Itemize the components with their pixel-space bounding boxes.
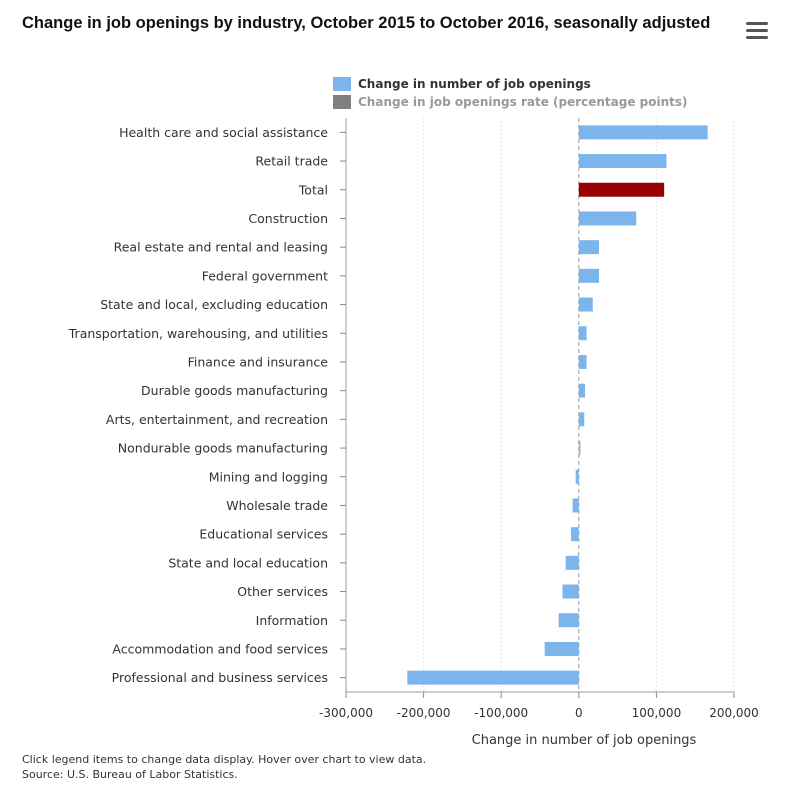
x-tick-label: 200,000 xyxy=(709,706,759,720)
bar[interactable] xyxy=(578,354,587,369)
x-tick-label: -200,000 xyxy=(397,706,451,720)
category-label: Educational services xyxy=(199,527,328,542)
category-label: State and local, excluding education xyxy=(100,297,328,312)
bar[interactable] xyxy=(407,670,579,685)
bar[interactable] xyxy=(578,125,708,140)
bar[interactable] xyxy=(571,527,579,542)
bar[interactable] xyxy=(578,182,665,197)
category-label: Mining and logging xyxy=(209,469,328,484)
legend-label-openings: Change in number of job openings xyxy=(358,77,591,91)
bar[interactable] xyxy=(572,498,579,513)
category-label: Federal government xyxy=(202,268,328,283)
grid-lines xyxy=(423,118,735,692)
category-label: Accommodation and food services xyxy=(112,641,328,656)
bar[interactable] xyxy=(565,555,579,570)
bar[interactable] xyxy=(578,154,667,169)
bar[interactable] xyxy=(578,412,585,427)
category-label: Professional and business services xyxy=(112,670,328,685)
bar[interactable] xyxy=(544,641,579,656)
bar[interactable] xyxy=(575,469,579,484)
bar[interactable] xyxy=(578,383,586,398)
bar[interactable] xyxy=(562,584,579,599)
category-label: Wholesale trade xyxy=(226,498,328,513)
bar[interactable] xyxy=(578,240,599,255)
footer-note: Click legend items to change data displa… xyxy=(22,753,427,766)
category-label: Other services xyxy=(237,584,328,599)
category-label: Retail trade xyxy=(255,154,328,169)
legend-swatch-rate xyxy=(333,95,351,109)
x-tick-label: 100,000 xyxy=(632,706,682,720)
x-tick-label: 0 xyxy=(575,706,583,720)
bar[interactable] xyxy=(578,268,599,283)
legend-swatch-openings xyxy=(333,77,351,91)
axes: -300,000 -200,000 -100,000 0 100,000 200,000 xyxy=(319,118,759,720)
bars[interactable] xyxy=(407,125,708,685)
bar[interactable] xyxy=(558,613,579,628)
bar[interactable] xyxy=(578,297,593,312)
hamburger-menu-icon[interactable] xyxy=(746,22,768,40)
legend-label-rate: Change in job openings rate (percentage … xyxy=(358,95,688,109)
chart-title: Change in job openings by industry, Octo… xyxy=(22,14,711,32)
bar[interactable] xyxy=(578,211,637,226)
category-label: Arts, entertainment, and recreation xyxy=(106,412,328,427)
category-label: Transportation, warehousing, and utiliti… xyxy=(68,326,328,341)
category-label: Information xyxy=(256,613,328,628)
bar[interactable] xyxy=(578,326,587,341)
x-axis-title: Change in number of job openings xyxy=(472,733,697,748)
category-label: State and local education xyxy=(168,555,328,570)
x-tick-label: -300,000 xyxy=(319,706,373,720)
category-label: Durable goods manufacturing xyxy=(141,383,328,398)
category-label: Construction xyxy=(248,211,328,226)
category-label: Real estate and rental and leasing xyxy=(114,240,328,255)
category-label: Finance and insurance xyxy=(188,354,329,369)
category-label: Total xyxy=(298,182,328,197)
footer-source: Source: U.S. Bureau of Labor Statistics. xyxy=(22,768,238,781)
category-label: Health care and social assistance xyxy=(119,125,328,140)
x-tick-label: -100,000 xyxy=(474,706,528,720)
category-labels: Health care and social assistance Retail … xyxy=(68,125,329,685)
category-label: Nondurable goods manufacturing xyxy=(118,441,328,456)
bar[interactable] xyxy=(578,441,581,456)
